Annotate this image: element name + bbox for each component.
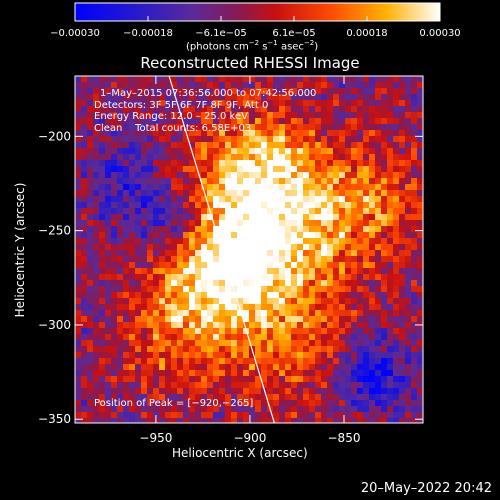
info-line-time: 1–May–2015 07:36:56.000 to 07:42:56.000 bbox=[100, 88, 317, 99]
y-tick-label: −300 bbox=[38, 318, 71, 332]
x-tick-label: −850 bbox=[328, 431, 361, 445]
colorbar-tick-label: −0.00030 bbox=[50, 28, 100, 39]
colorbar-tick-label: 0.00018 bbox=[346, 28, 387, 39]
peak-position-label: Position of Peak = [−920,−265] bbox=[94, 398, 254, 409]
colorbar bbox=[74, 2, 441, 22]
info-block: 1–May–2015 07:36:56.000 to 07:42:56.000 … bbox=[94, 88, 316, 134]
heatmap-image bbox=[75, 76, 423, 423]
y-tick-label: −250 bbox=[38, 224, 71, 238]
chart-title: Reconstructed RHESSI Image bbox=[140, 54, 360, 72]
x-axis-label: Heliocentric X (arcsec) bbox=[172, 446, 308, 460]
colorbar-tick-label: −0.00018 bbox=[123, 28, 173, 39]
y-axis-label: Heliocentric Y (arcsec) bbox=[13, 182, 27, 318]
x-tick-label: −900 bbox=[233, 431, 266, 445]
colorbar-tick-label: 6.1e−05 bbox=[272, 28, 315, 39]
info-line-energy: Energy Range: 12.0 – 25.0 keV bbox=[94, 111, 248, 122]
y-tick-label: −200 bbox=[38, 129, 71, 143]
x-tick-label: −950 bbox=[139, 431, 172, 445]
y-tick-label: −350 bbox=[38, 412, 71, 426]
info-line-counts: Clean Total counts: 6.58E+03 bbox=[94, 122, 252, 134]
colorbar-units: (photons cm−2 s−1 asec−2) bbox=[186, 39, 319, 53]
colorbar-tick-label: −6.1e−05 bbox=[195, 28, 247, 39]
info-line-detectors: Detectors: 3F 5F 6F 7F 8F 9F, Att 0 bbox=[94, 99, 269, 111]
plot-frame bbox=[74, 75, 424, 424]
colorbar-tick-label: 0.00030 bbox=[419, 28, 460, 39]
footer-date: 20–May–2022 20:42 bbox=[360, 481, 492, 496]
solar-limb-line bbox=[168, 76, 275, 423]
